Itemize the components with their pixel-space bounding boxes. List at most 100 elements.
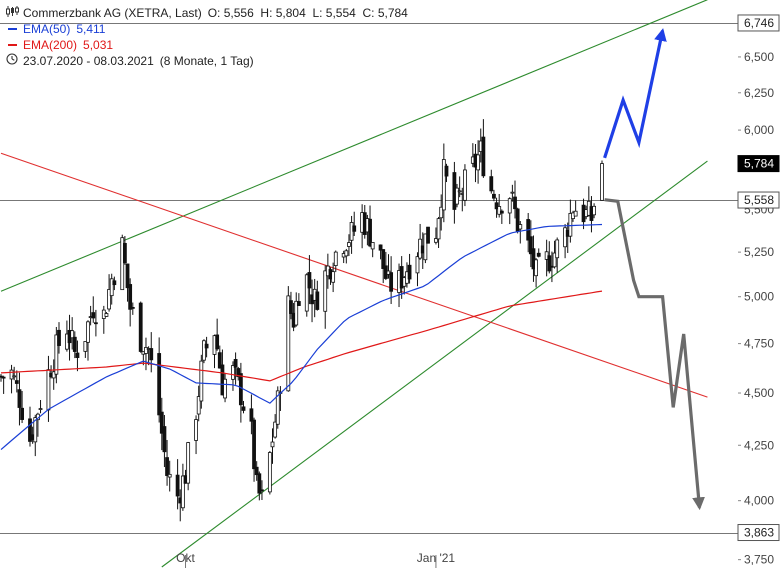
y-tick-label: 4,750 [744, 337, 774, 351]
candle [294, 292, 299, 327]
candle-body [104, 313, 109, 317]
ema200-value: 5,031 [83, 38, 114, 52]
legend-period-row: 23.07.2020 - 08.03.2021 (8 Monate, 1 Tag… [6, 53, 408, 69]
candle [157, 337, 162, 423]
candle-body [236, 368, 241, 378]
candle-body [481, 136, 486, 177]
candle-body [534, 259, 539, 277]
candle-body [149, 348, 154, 361]
candle-body [304, 274, 309, 312]
candle [38, 399, 43, 414]
candle-body [109, 278, 114, 297]
ohlc-values: O: 5,556 H: 5,804 L: 5,554 C: 5,784 [207, 6, 408, 20]
candle-body [344, 250, 349, 257]
x-tick-label: Jan '21 [417, 551, 456, 565]
candle-body [0, 375, 3, 378]
candle [307, 255, 312, 305]
candle [568, 199, 573, 243]
candle [497, 193, 502, 218]
candle [441, 143, 446, 223]
candle-body [415, 256, 420, 274]
candle-body [175, 474, 180, 497]
candle [186, 441, 191, 491]
candle-body [257, 473, 262, 494]
candle-body [54, 334, 59, 375]
candle-body [347, 242, 351, 247]
candle [107, 274, 111, 312]
candle-body [128, 284, 133, 310]
candle [149, 332, 154, 373]
candle-body [241, 406, 246, 411]
candle-body [552, 252, 557, 268]
ema200-line [0, 290, 603, 382]
trendline-channel-lower [161, 160, 708, 568]
candle-body [33, 417, 38, 443]
candle [418, 223, 423, 260]
candle-body [83, 341, 88, 352]
candle [273, 414, 278, 439]
candle [457, 176, 462, 198]
candle-body [93, 322, 98, 325]
candle [289, 291, 293, 320]
candle [238, 362, 243, 423]
candle [215, 318, 220, 351]
candle-body [120, 237, 125, 291]
candle-body [507, 198, 512, 214]
candle-body [455, 187, 459, 205]
candle-body [381, 249, 386, 269]
candle [547, 241, 552, 274]
candle-body [204, 343, 209, 349]
candle [489, 169, 494, 194]
candle [130, 302, 135, 315]
y-tick-label: 4,250 [744, 438, 774, 452]
candle [592, 203, 596, 219]
candle-body [20, 407, 24, 420]
candle-body [86, 321, 90, 343]
candle-body [167, 473, 172, 478]
candle [109, 273, 114, 305]
ema200-label: EMA(200) [23, 38, 78, 52]
candle [381, 249, 386, 284]
candle [378, 244, 383, 260]
candle [534, 258, 539, 288]
candle [415, 252, 420, 287]
candle-body [368, 218, 372, 247]
candle-body [70, 330, 75, 339]
legend-ema200-row: EMA(200) 5,031 [6, 37, 408, 53]
candle-body [215, 334, 220, 350]
candle [552, 240, 557, 269]
candle-body [547, 255, 552, 272]
y-tick-label: 6,500 [744, 50, 774, 64]
candle-body [91, 312, 96, 319]
price-tag-box [737, 191, 780, 209]
candle-body [444, 165, 449, 177]
candle [93, 309, 98, 337]
ema50-swatch [8, 28, 17, 30]
candle-body [573, 210, 578, 217]
candle-body [194, 419, 198, 441]
candle-body [513, 196, 517, 210]
candle [254, 461, 259, 481]
candle-body [122, 242, 127, 264]
candle [83, 341, 88, 358]
candle [536, 248, 541, 258]
chart-legend: Commerzbank AG (XETRA, Last) O: 5,556 H:… [6, 5, 408, 69]
candlestick-icon [6, 5, 20, 21]
candle-body [17, 389, 22, 408]
candle [331, 262, 336, 293]
candle [323, 265, 328, 329]
candle [112, 276, 117, 291]
candle-body [217, 352, 222, 369]
candle-body [497, 206, 502, 215]
price-tag-label: 5,784 [744, 157, 774, 171]
candle-body [296, 301, 301, 306]
y-tick-label: 5,000 [744, 290, 774, 304]
candle [315, 280, 320, 311]
candle [349, 215, 354, 254]
candle [236, 366, 241, 381]
candle [481, 119, 486, 178]
candle-body [270, 441, 275, 448]
candle [138, 301, 143, 353]
candle [352, 211, 357, 237]
